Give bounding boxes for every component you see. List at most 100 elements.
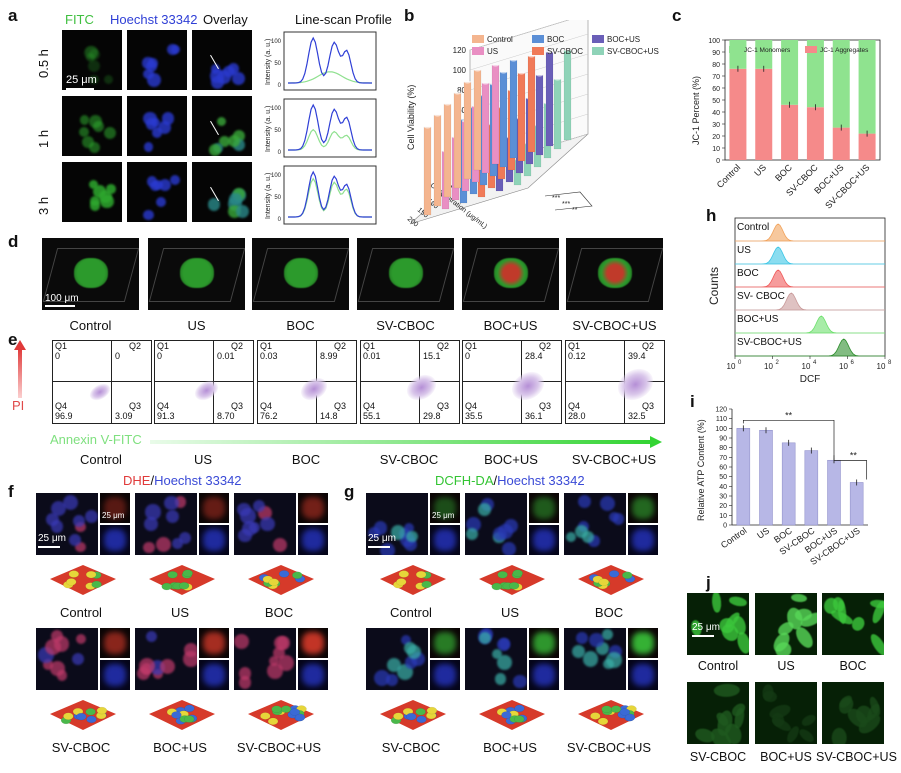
b-bar: [453, 92, 462, 189]
surface-bump: [491, 582, 502, 591]
h-histogram: [735, 338, 885, 357]
cell-blob: [373, 670, 390, 687]
probe-glow: [434, 632, 456, 654]
surface-base: [50, 565, 116, 595]
j-cell: [799, 713, 817, 729]
surface-bump: [398, 570, 409, 578]
f-surface-plot-0: [50, 565, 116, 595]
f-inset-nucleus-4: [199, 660, 229, 690]
e-q3-name: Q3: [539, 401, 552, 411]
c-ytick: 10: [712, 146, 720, 153]
surface-bump: [280, 705, 292, 713]
c-ytick: 30: [712, 122, 720, 129]
cell-blob: [608, 511, 620, 523]
g-scale-main-bar: [368, 546, 390, 548]
h-histogram: [735, 223, 885, 242]
f-inset-probe-0: [100, 493, 130, 523]
e-q3-value: 32.5: [628, 411, 646, 421]
cell-blob: [50, 520, 64, 533]
h-row-label: US: [737, 245, 751, 256]
surface-bump: [268, 578, 279, 586]
e-label-5: SV-CBOC+US: [571, 452, 657, 467]
c-ylabel: JC-1 Percent (%): [691, 76, 701, 145]
b-ylabel: Cell Viability (%): [406, 85, 416, 150]
row-label-0: 0.5 h: [36, 49, 51, 78]
surface-bump: [85, 570, 97, 579]
cell-blob: [145, 504, 161, 520]
cell-blob: [147, 57, 159, 69]
i-ytick: 20: [719, 503, 727, 510]
cell-blob: [80, 115, 90, 125]
e-population: [612, 362, 659, 407]
g-inset-probe-4: [529, 628, 559, 658]
panel-label-c: c: [672, 6, 682, 25]
b-bar: [535, 74, 544, 156]
g-surface-plot-4: [479, 700, 545, 730]
surface-bump: [167, 571, 178, 579]
e-label-4: BOC+US: [484, 452, 538, 467]
b-bar-top: [424, 125, 431, 129]
cell-blob: [240, 508, 256, 524]
i-bar: [849, 482, 864, 526]
nucleus-glow: [533, 529, 555, 551]
h-row-label: Control: [737, 222, 769, 233]
cell-blob: [106, 184, 117, 195]
b-legend-label: US: [487, 47, 498, 56]
c-bar-monomers: [781, 40, 799, 105]
f-surface-plot-2: [248, 565, 314, 595]
panel-label-j: j: [706, 573, 711, 592]
b-bar-top: [500, 70, 507, 74]
f-scale-main-label: 25 μm: [38, 533, 66, 544]
nucleus-glow: [104, 529, 126, 551]
f-inset-probe-2: [298, 493, 328, 523]
nucleus-glow: [632, 529, 654, 551]
cell-blob: [379, 542, 395, 555]
cell-blob: [75, 633, 86, 644]
e-q2-name: Q2: [539, 341, 552, 351]
a-micrograph-r1-c1: [127, 96, 187, 156]
cell-blob: [85, 45, 99, 59]
nucleus-glow: [434, 529, 456, 551]
b-bar: [563, 49, 572, 141]
f-label-2: BOC: [264, 605, 294, 620]
d-image-3: [357, 238, 454, 310]
surface-bump: [271, 705, 282, 713]
probe-glow: [302, 632, 324, 654]
e-label-3: SV-CBOC: [379, 452, 439, 467]
surface-bump: [63, 712, 74, 720]
probe-glow: [203, 497, 225, 519]
b-legend-swatch: [532, 35, 544, 43]
surface-bump: [601, 705, 612, 713]
cell-blob: [219, 136, 231, 148]
h-histogram: [735, 315, 885, 334]
cell-blob: [234, 634, 249, 650]
surface-bump: [514, 704, 525, 713]
row-label-1: 1 h: [36, 129, 51, 148]
cell-blob: [103, 127, 116, 139]
g-label-1: US: [500, 605, 520, 620]
a-scale-label: 25 μm: [66, 74, 97, 86]
j-image-5: [822, 682, 884, 744]
i-bar: [804, 450, 819, 526]
chart-i: 0 10 20 30 40 50 60 70 80 90 100 110 120 Relative ATP…: [696, 407, 868, 567]
cell-blob: [576, 632, 588, 644]
surface-bump: [416, 715, 427, 724]
e-q4-value: 96.9: [55, 411, 73, 421]
e-label-1: US: [193, 452, 213, 467]
f-inset-probe-1: [199, 493, 229, 523]
linescan-ylabel-2: Intensity (a. u.): [265, 173, 272, 219]
c-ytick: 20: [712, 134, 720, 141]
cell-blob: [169, 175, 180, 186]
j-cell: [796, 727, 816, 744]
i-bar: [781, 442, 796, 526]
cell-blob: [491, 648, 502, 660]
cell-blob: [269, 655, 280, 667]
cell-blob: [164, 496, 179, 511]
cell-blob: [151, 127, 163, 138]
f-main-image-1: [135, 493, 197, 555]
cell-blob: [88, 60, 101, 73]
a-micrograph-r1-c2: [192, 96, 252, 156]
cell-blob: [62, 495, 78, 511]
h-xlabel: DCF: [800, 374, 821, 385]
